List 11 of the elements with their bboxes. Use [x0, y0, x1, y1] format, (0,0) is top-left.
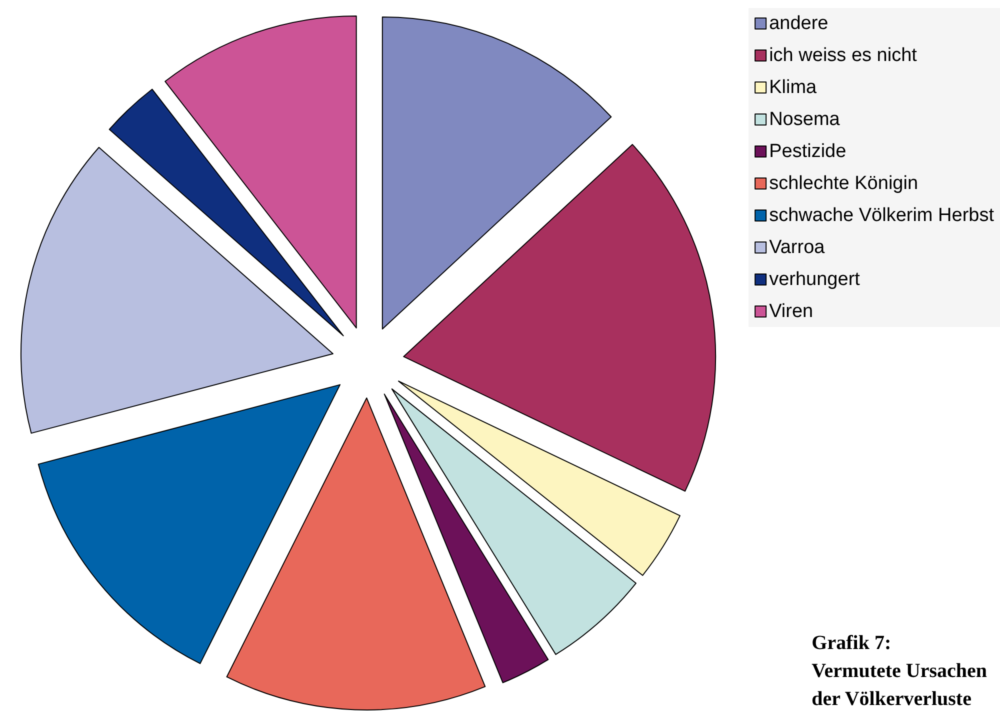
legend-label: Klima [769, 77, 818, 98]
legend-label: Nosema [769, 109, 840, 130]
legend-label: Viren [769, 301, 814, 322]
legend-label: ich weiss es nicht [769, 45, 918, 66]
text: Grafik 7: Vermutete Ursachen der Völkerverluste [812, 632, 988, 710]
legend-label: verhungert [769, 269, 861, 290]
legend-label: Pestizide [769, 141, 846, 162]
legend-label: Varroa [769, 237, 826, 258]
legend-label: schwache Völkerim Herbst [769, 205, 995, 226]
legend-label: andere [769, 13, 828, 34]
legend-label: schlechte Königin [769, 173, 918, 194]
